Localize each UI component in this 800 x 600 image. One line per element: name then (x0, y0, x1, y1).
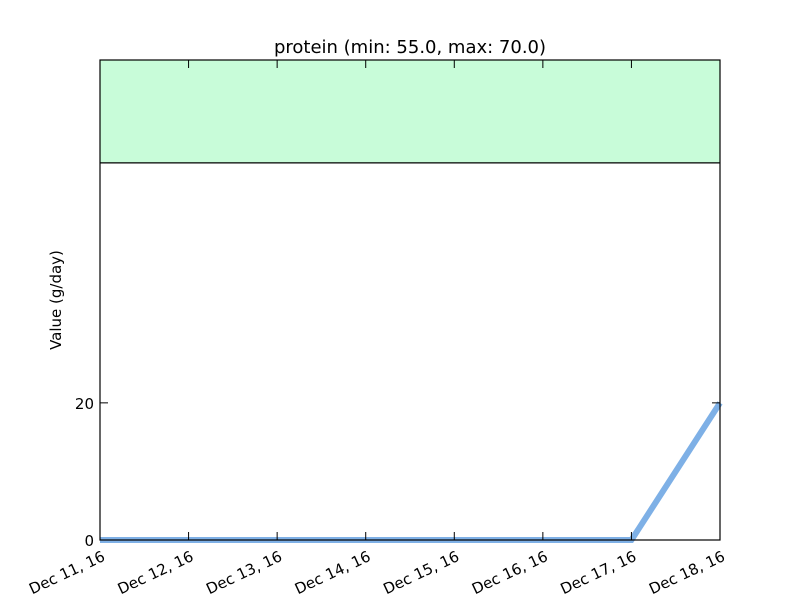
x-tick-label: Dec 17, 16 (558, 547, 639, 598)
y-axis-label: Value (g/day) (47, 250, 65, 350)
plot-frame (99, 59, 721, 541)
plot-area: Dec 11, 16 Dec 12, 16 Dec 13, 16 Dec 14, 16… (26, 59, 728, 598)
target-band (100, 60, 720, 163)
x-tick-label: Dec 14, 16 (292, 547, 373, 598)
x-tick-label: Dec 18, 16 (646, 547, 727, 598)
series-line (100, 401, 723, 543)
x-tick-label: Dec 16, 16 (469, 547, 550, 598)
x-tick-label: Dec 11, 16 (26, 547, 107, 598)
chart-title: protein (min: 55.0, max: 70.0) (274, 37, 546, 58)
y-tick-label: 0 (84, 532, 94, 550)
y-tick-label: 20 (75, 395, 94, 413)
x-tick-label: Dec 13, 16 (203, 547, 284, 598)
x-tick-label: Dec 12, 16 (115, 547, 196, 598)
x-tick-label: Dec 15, 16 (380, 547, 461, 598)
